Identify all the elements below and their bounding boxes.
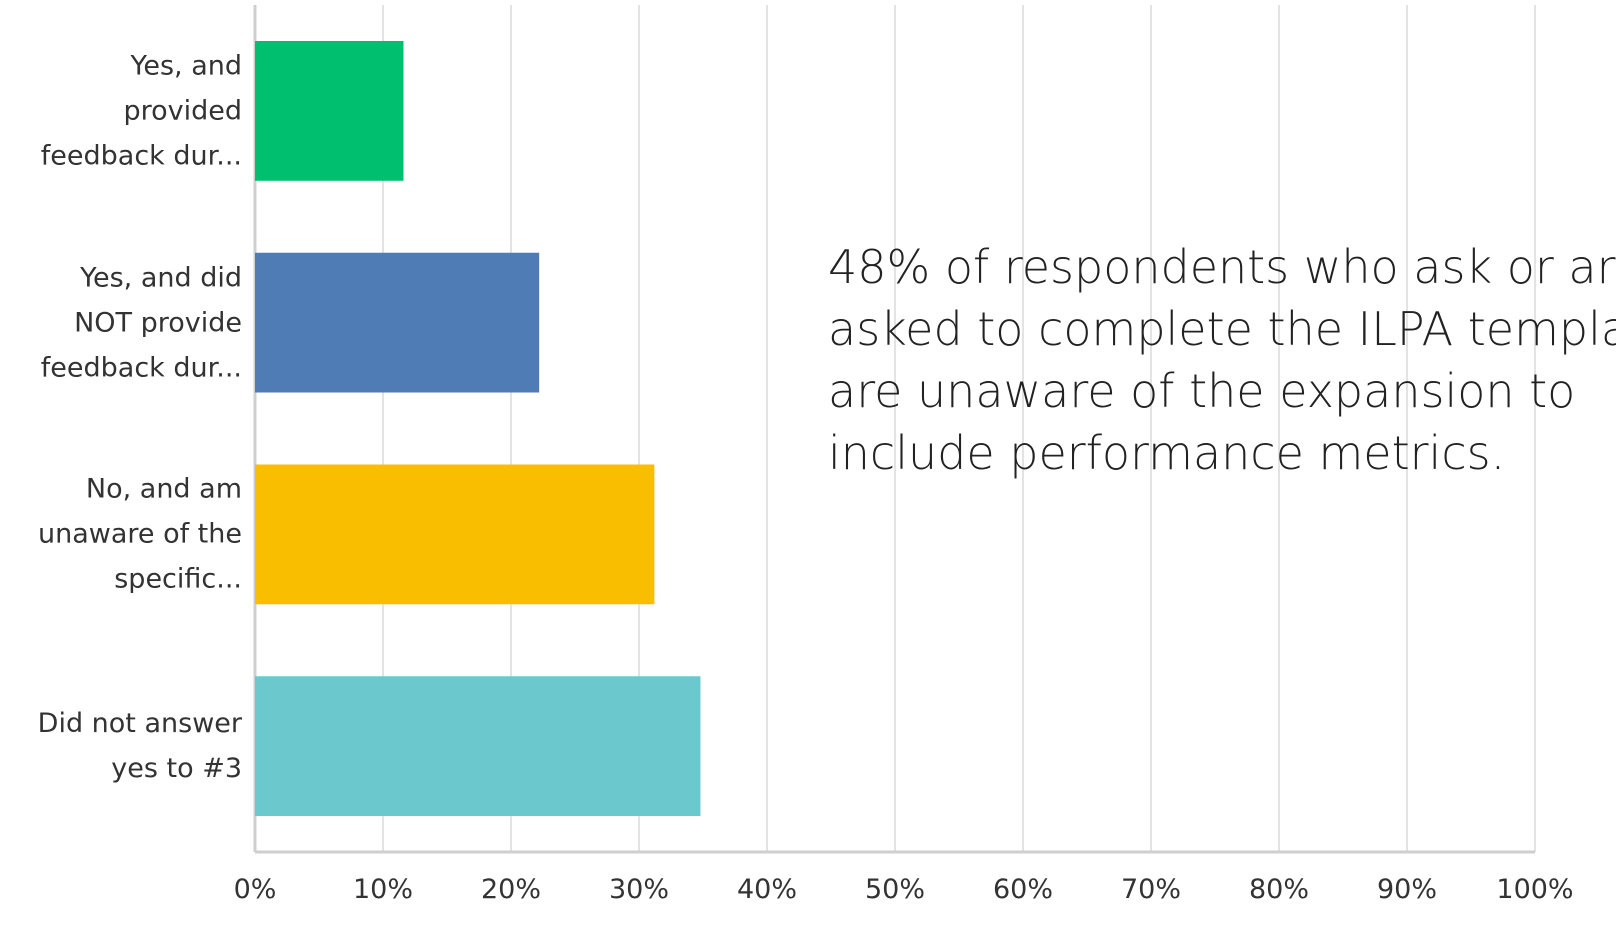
annotation: 48% of respondents who ask or are asked …	[828, 240, 1616, 480]
x-tick-label: 50%	[864, 874, 925, 905]
bar	[255, 464, 655, 605]
bar	[255, 40, 404, 181]
x-tick-label: 60%	[992, 874, 1053, 905]
y-tick-label: No, and am unaware of the specific...	[37, 473, 242, 595]
bar	[255, 252, 540, 393]
y-tick-label: Yes, and provided feedback dur...	[40, 50, 242, 172]
x-tick-label: 40%	[736, 874, 797, 905]
x-tick-label: 90%	[1376, 874, 1437, 905]
x-tick-label: 10%	[352, 874, 413, 905]
x-tick-label: 30%	[608, 874, 669, 905]
bar	[255, 676, 701, 817]
x-tick-label: 80%	[1248, 874, 1309, 905]
x-tick-label: 20%	[480, 874, 541, 905]
x-tick-label: 100%	[1496, 874, 1574, 905]
y-tick-label: Did not answer yes to #3	[37, 708, 242, 785]
x-tick-label: 0%	[233, 874, 277, 905]
x-tick-label: 70%	[1120, 874, 1181, 905]
y-tick-label: Yes, and did NOT provide feedback dur...	[40, 262, 242, 384]
